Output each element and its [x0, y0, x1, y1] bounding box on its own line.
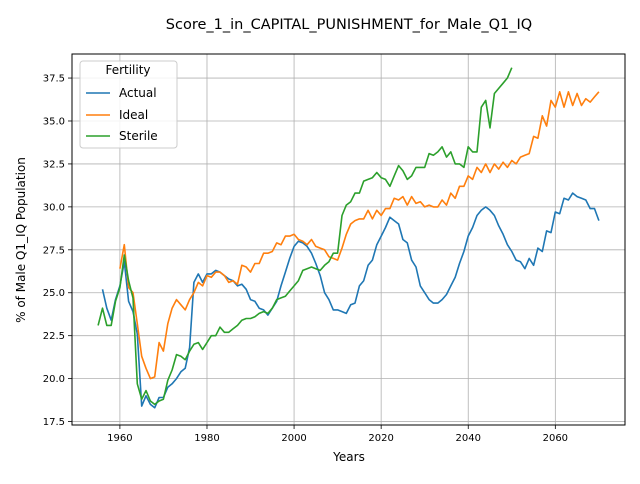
y-tick-label: 37.5	[43, 74, 65, 85]
y-tick-label: 17.5	[43, 417, 65, 428]
y-tick-label: 35.0	[43, 116, 65, 127]
y-tick-label: 27.5	[43, 245, 65, 256]
y-tick-label: 25.0	[43, 288, 65, 299]
series-line-actual	[101, 192, 600, 409]
legend-label-ideal: Ideal	[119, 108, 148, 122]
legend-title: Fertility	[105, 63, 150, 77]
legend: Fertility Actual Ideal Sterile	[79, 60, 178, 149]
series-lines	[97, 67, 600, 409]
y-tick-label: 20.0	[43, 374, 65, 385]
y-tick-label: 32.5	[43, 159, 65, 170]
series-line-sterile	[97, 67, 513, 406]
y-axis-label: % of Male Q1_IQ Population	[14, 157, 28, 323]
plot-frame	[71, 53, 626, 426]
x-tick-label: 2040	[456, 433, 481, 444]
chart-title: Score_1_in_CAPITAL_PUNISHMENT_for_Male_Q…	[166, 17, 532, 33]
legend-label-actual: Actual	[119, 86, 157, 100]
x-tick-label: 2060	[543, 433, 568, 444]
axis-ticks: 1960 1980 2000 2020 2040 2060 17.5 20.0 22.5 25.0…	[43, 74, 568, 444]
legend-box	[79, 60, 178, 149]
series-line-ideal	[119, 91, 600, 380]
legend-label-sterile: Sterile	[119, 129, 158, 143]
x-tick-label: 1980	[194, 433, 219, 444]
x-axis-label: Years	[332, 450, 365, 464]
y-tick-label: 30.0	[43, 202, 65, 213]
gridlines	[72, 54, 625, 425]
x-tick-label: 1960	[107, 433, 132, 444]
x-tick-label: 2020	[368, 433, 393, 444]
y-tick-label: 22.5	[43, 331, 65, 342]
x-tick-label: 2000	[281, 433, 306, 444]
